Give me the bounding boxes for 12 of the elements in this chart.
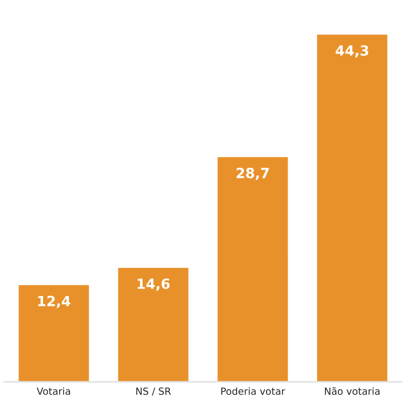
bar xyxy=(17,284,90,382)
bar xyxy=(316,33,389,382)
bar xyxy=(116,266,190,382)
data-label: 12,4 xyxy=(38,296,70,308)
data-label: 14,6 xyxy=(138,278,170,291)
x-tick-label: Poderia votar xyxy=(221,387,286,395)
x-tick-label: Não votaria xyxy=(324,387,380,395)
x-tick-label: Votaria xyxy=(36,387,70,395)
data-label: 28,7 xyxy=(236,168,269,180)
bar xyxy=(216,156,290,382)
data-label: 44,3 xyxy=(336,45,368,58)
x-tick-label: NS / SR xyxy=(136,388,171,396)
